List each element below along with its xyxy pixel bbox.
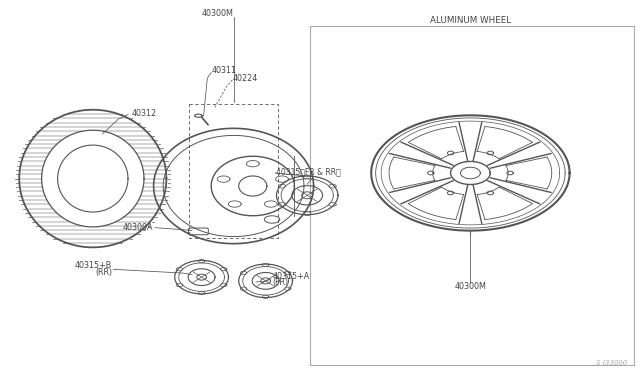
Text: (FR): (FR) [273,278,289,287]
Text: 40300M: 40300M [202,9,234,17]
Text: 40315+B: 40315+B [75,261,112,270]
Text: 40224: 40224 [232,74,257,83]
Text: ALUMINUM WHEEL: ALUMINUM WHEEL [430,16,511,25]
Text: 40300A: 40300A [123,223,154,232]
Bar [310,26,634,365]
Text: 40315+A: 40315+A [273,272,310,280]
Text: 40300M: 40300M [454,282,486,291]
Text: 40312: 40312 [131,109,156,118]
Text: (RR): (RR) [95,268,112,277]
Text: 40311: 40311 [211,66,236,75]
Text: S I33000: S I33000 [596,360,627,366]
Text: 40315〈FR & RR〉: 40315〈FR & RR〉 [276,167,341,176]
